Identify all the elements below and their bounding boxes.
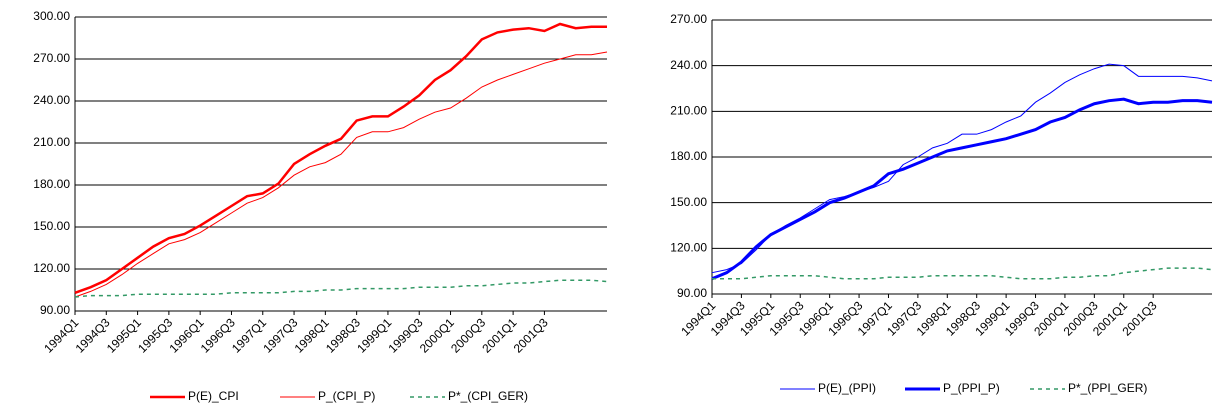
y-tick-label: 240.00 <box>670 58 707 72</box>
y-tick-label: 120.00 <box>33 261 70 275</box>
legend-label: P(E)_CPI <box>188 389 239 403</box>
y-tick-label: 270.00 <box>33 51 70 65</box>
y-tick-label: 150.00 <box>33 219 70 233</box>
legend-label: P_(CPI_P) <box>318 389 375 403</box>
y-tick-label: 210.00 <box>33 135 70 149</box>
y-tick-label: 120.00 <box>670 241 707 255</box>
series-line <box>712 267 1213 280</box>
y-tick-label: 180.00 <box>670 149 707 163</box>
series-line <box>74 22 607 294</box>
y-tick-label: 300.00 <box>33 9 70 23</box>
x-tick-label: 2001Q3 <box>511 315 551 355</box>
legend-label: P(E)_(PPI) <box>818 381 876 395</box>
y-tick-label: 90.00 <box>40 303 70 317</box>
legend-label: P*_(PPI_GER) <box>1068 381 1147 395</box>
y-tick-label: 240.00 <box>33 93 70 107</box>
legend-label: P*_(CPI_GER) <box>448 389 528 403</box>
series-line <box>711 97 1213 281</box>
y-tick-label: 180.00 <box>33 177 70 191</box>
y-tick-label: 150.00 <box>670 195 707 209</box>
y-tick-label: 90.00 <box>677 286 707 300</box>
y-tick-label: 270.00 <box>670 12 707 26</box>
series-line <box>74 279 608 298</box>
series-line <box>711 63 1213 274</box>
legend-label: P_(PPI_P) <box>943 381 1000 395</box>
y-tick-label: 210.00 <box>670 104 707 118</box>
series-line <box>74 51 608 298</box>
